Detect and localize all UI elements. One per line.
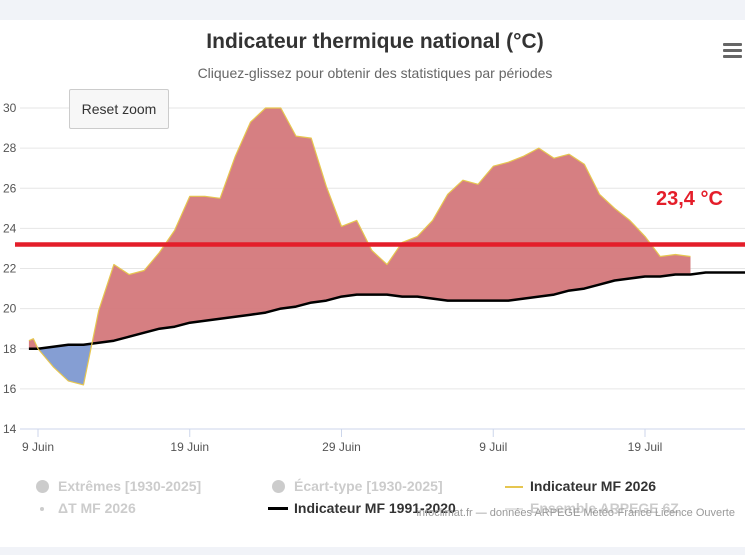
dot-icon xyxy=(40,507,44,511)
x-tick-label: 29 Juin xyxy=(322,440,361,454)
reset-zoom-button[interactable]: Reset zoom xyxy=(69,89,169,129)
line-icon xyxy=(505,486,523,488)
line-icon xyxy=(268,507,288,510)
series-line-mf-1991-2020[interactable] xyxy=(28,271,745,351)
series-line-mf-2026[interactable] xyxy=(28,107,691,386)
y-tick-label: 26 xyxy=(3,181,17,195)
fill-above-normal xyxy=(92,108,691,344)
x-tick-label: 9 Juil xyxy=(479,440,507,454)
axes: 14 16 18 20 22 24 26 28 30 9 Juin 19 Juin 29 Juin 9 … xyxy=(3,101,745,454)
chart-title: Indicateur thermique national (°C) xyxy=(206,30,544,53)
legend-item-arpege[interactable]: Ensemble ARPEGE 6Z xyxy=(505,500,679,516)
credits[interactable]: infoclimat.fr — données ARPEGE Météo-Fra… xyxy=(416,507,735,519)
circle-icon xyxy=(272,480,285,493)
legend-item-delta-t[interactable]: ΔT MF 2026 xyxy=(34,500,136,516)
legend-item-mf-2026[interactable]: Indicateur MF 2026 xyxy=(505,478,656,494)
y-tick-label: 20 xyxy=(3,302,17,316)
legend-item-mf-1991-2020[interactable]: Indicateur MF 1991-2020 xyxy=(268,500,456,516)
threshold-label: 23,4 °C xyxy=(656,188,723,210)
legend-item-ecart-type[interactable]: Écart-type [1930-2025] xyxy=(270,478,443,494)
y-tick-label: 18 xyxy=(3,342,17,356)
legend-label: Ensemble ARPEGE 6Z xyxy=(530,500,679,516)
series-lines xyxy=(28,107,745,386)
legend-label: Écart-type [1930-2025] xyxy=(294,478,443,494)
fill-above-normal xyxy=(28,338,38,349)
y-tick-label: 28 xyxy=(3,141,17,155)
circle-icon xyxy=(36,480,49,493)
area-fills xyxy=(28,108,691,385)
legend-label: Extrêmes [1930-2025] xyxy=(58,478,202,494)
legend-item-extremes[interactable]: Extrêmes [1930-2025] xyxy=(34,478,201,494)
x-tick-label: 19 Juin xyxy=(170,440,209,454)
fill-below-normal xyxy=(38,343,92,385)
y-tick-label: 14 xyxy=(3,422,17,436)
legend-label: ΔT MF 2026 xyxy=(58,500,136,516)
y-tick-label: 22 xyxy=(3,262,17,276)
x-tick-label: 9 Juin xyxy=(22,440,54,454)
menu-bar xyxy=(723,49,742,52)
y-tick-label: 16 xyxy=(3,382,17,396)
line-icon xyxy=(505,508,523,510)
y-tick-label: 30 xyxy=(3,101,17,115)
hamburger-menu-icon[interactable] xyxy=(722,40,744,62)
x-tick-label: 19 Juil xyxy=(628,440,663,454)
legend-label: Indicateur MF 1991-2020 xyxy=(294,500,456,516)
menu-bar xyxy=(723,43,742,46)
legend-label: Indicateur MF 2026 xyxy=(530,478,657,494)
chart-subtitle: Cliquez-glissez pour obtenir des statist… xyxy=(197,65,553,81)
y-tick-label: 24 xyxy=(3,221,17,235)
menu-bar xyxy=(723,55,742,58)
